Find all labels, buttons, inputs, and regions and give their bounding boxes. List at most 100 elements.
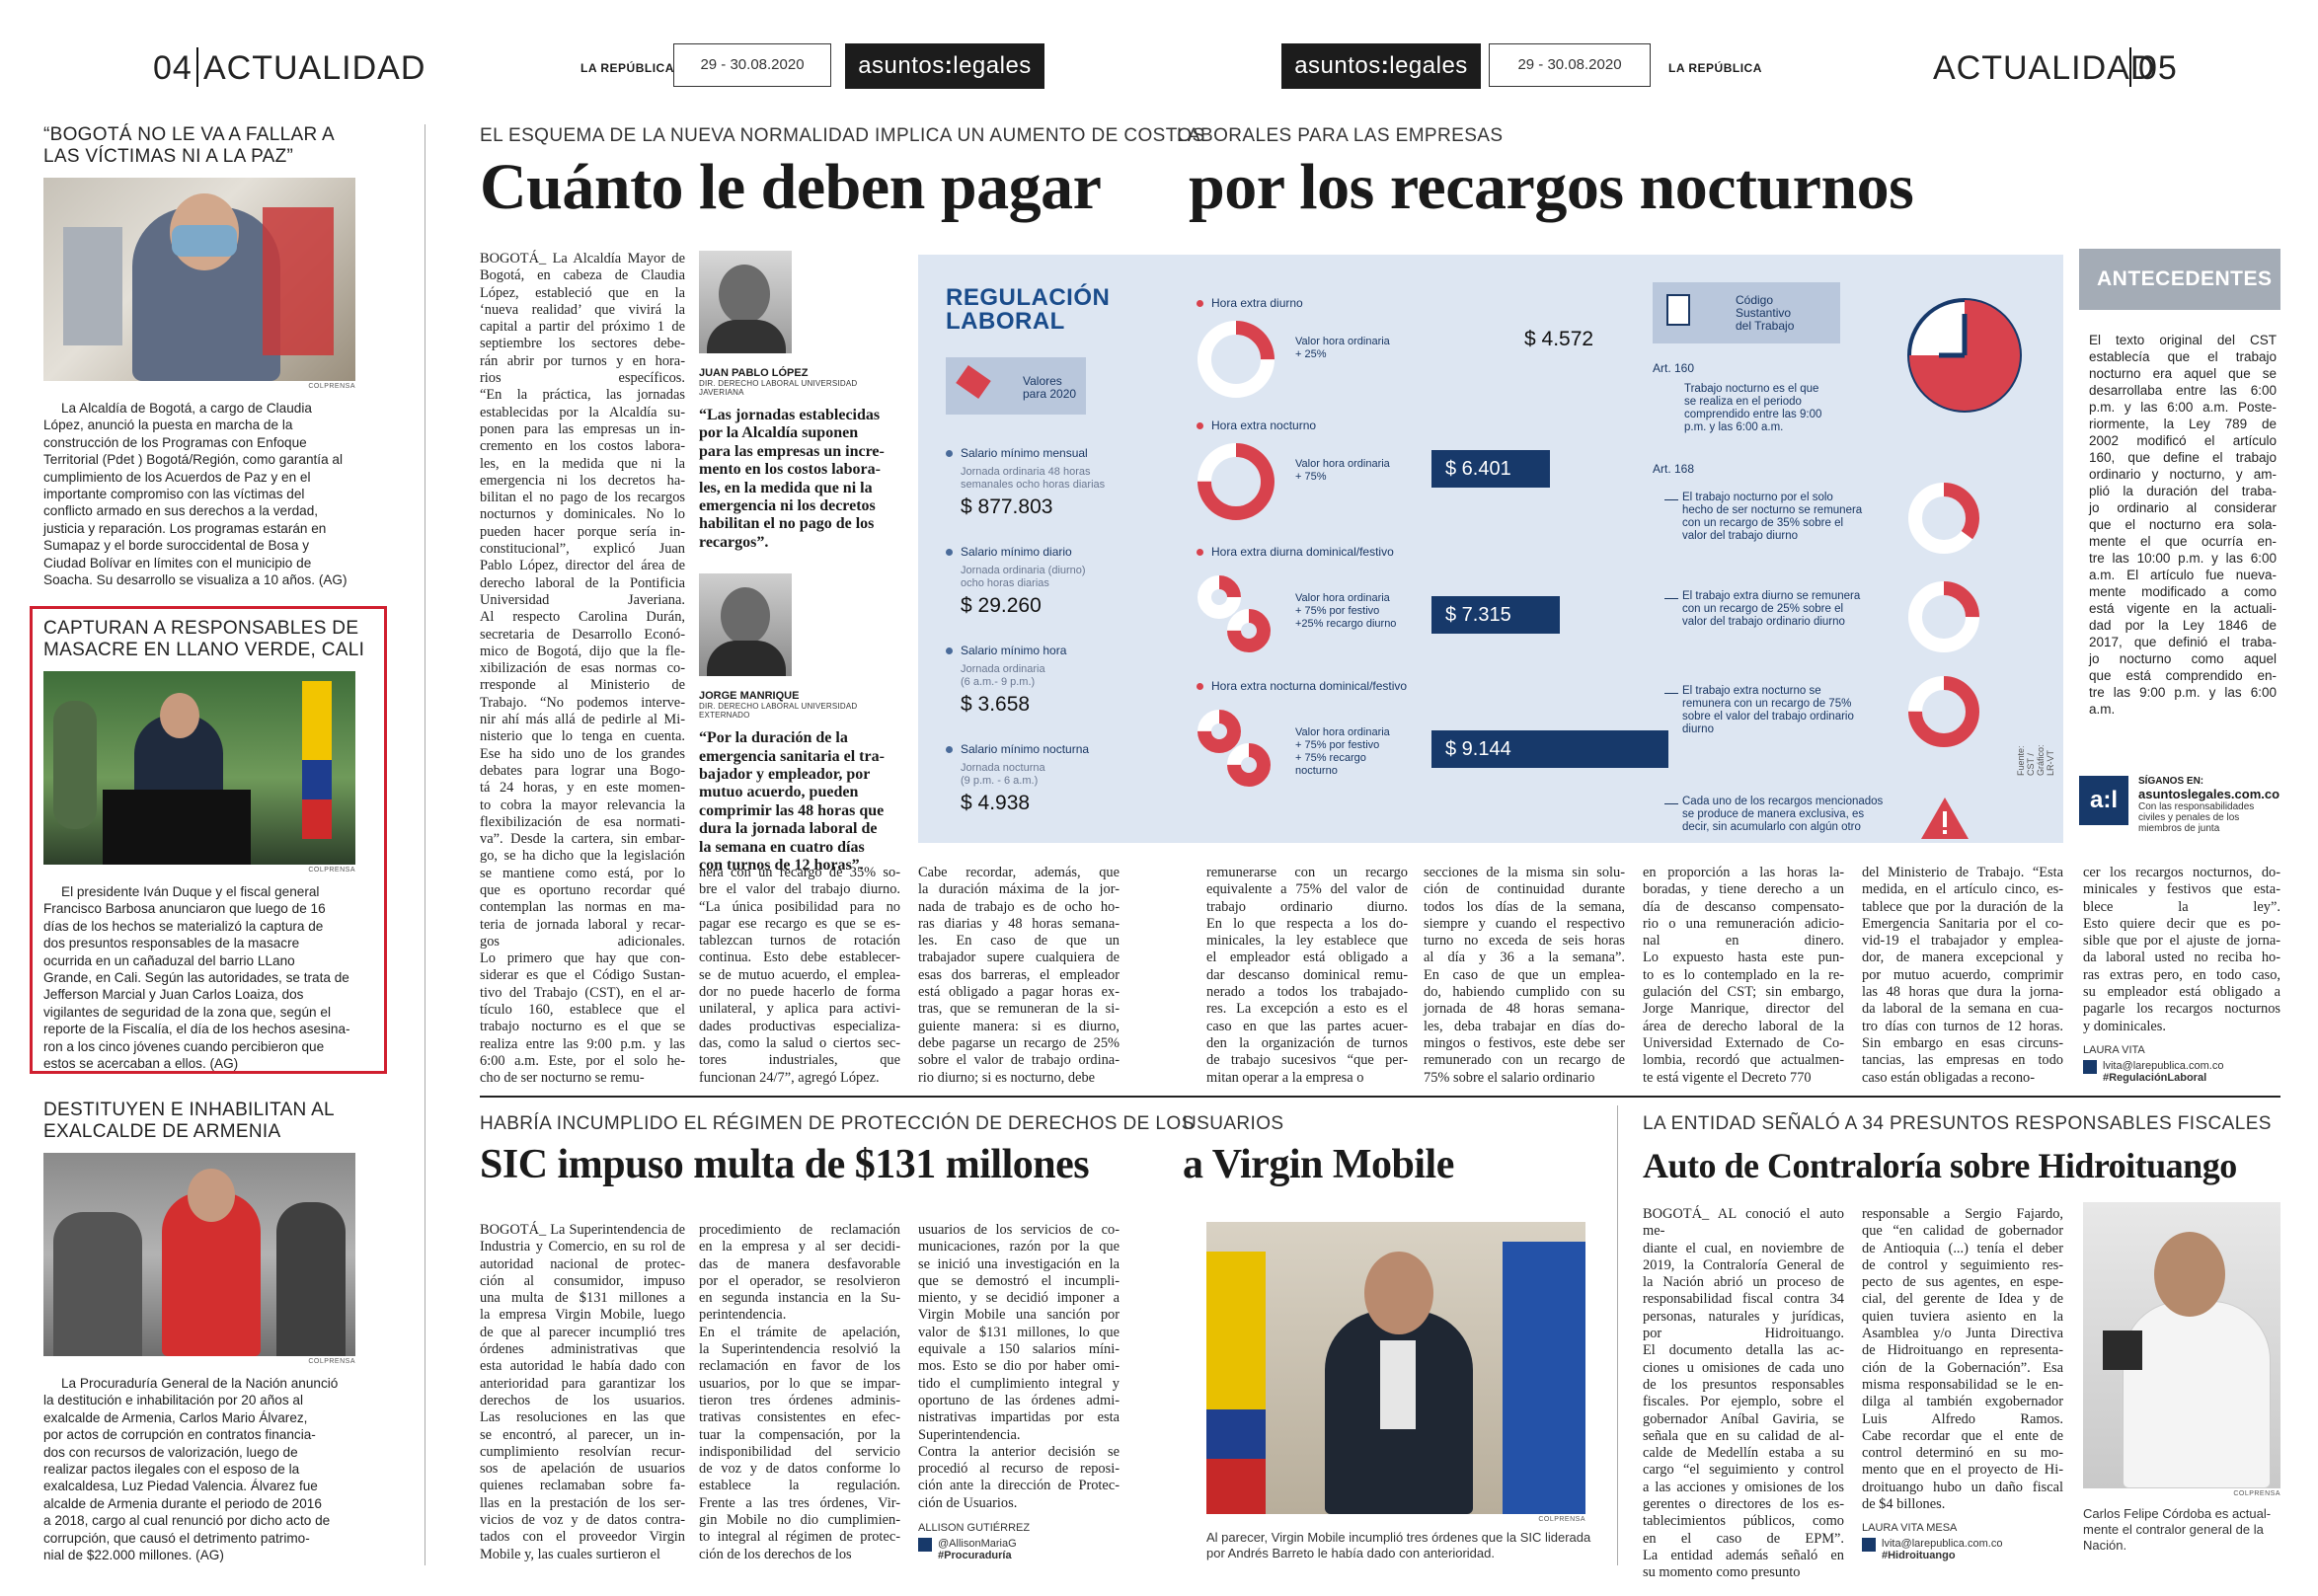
body-line: día de descanso compensato- (1643, 898, 1844, 915)
antecedentes-line: desarrollaba entre las 6:00 (2089, 383, 2277, 398)
body-line: mingos o festivos, este debe ser (1424, 1034, 1625, 1051)
body-line: Trabajo. “No podemos interve- (480, 694, 685, 711)
body-line: septiembre los sectores debe- (480, 336, 685, 352)
body-line: ras diarias y 48 horas semana- (918, 915, 1120, 932)
antecedentes-line: nocturno era aquel que se (2089, 366, 2277, 381)
bullet-icon (946, 745, 953, 753)
body-line: en proporción a las horas la- (1643, 865, 1844, 880)
body-line: se encontró, al parecer, un in- (480, 1426, 685, 1443)
body-line: fiscales. Por ejemplo, sobre el (1643, 1394, 1844, 1410)
body-line: trativas consistentes en efec- (699, 1409, 900, 1426)
donut-icon (1227, 743, 1271, 787)
body-line: responsable a Sergio Fajardo, (1862, 1206, 2063, 1222)
body-line: de Antioquia (...) tenía el deber (1862, 1240, 2063, 1256)
body-line: se de mutuo acuerdo, el emplea- (699, 966, 900, 983)
sic-body-col2: procedimiento de reclamación en la empres… (699, 1222, 900, 1563)
wage-label: Salario mínimo mensual (961, 446, 1088, 460)
body-line: establece la regulación. (699, 1478, 900, 1494)
body-line: autoridad nacional de protec- (480, 1255, 685, 1272)
antecedentes-line: plió la duración del traba- (2089, 484, 2277, 498)
body-line: perintendencia. (699, 1307, 787, 1324)
donut-icon (1198, 575, 1241, 619)
body-line: siempre y cuando el respectivo (1424, 915, 1625, 932)
body-line: les, deba trabajar en días do- (1424, 1018, 1625, 1034)
body-line: tuar la compensación, por la (699, 1426, 900, 1443)
body-line: Superintendencia. (918, 1426, 1021, 1443)
pull-quote: “Por la duración de la emergencia sanitar… (699, 729, 885, 874)
body-line: continua. Esto debe establecer- (699, 950, 900, 966)
bullet-icon (946, 548, 953, 556)
body-line: dor no puede hacerlo de forma (699, 984, 900, 1001)
wage-label: Salario mínimo diario (961, 545, 1072, 559)
body-line: de Hidroituango en representa- (1862, 1342, 2063, 1359)
body-line: el empleador está obligado a (1206, 950, 1408, 966)
sic-supertitle: HABRÍA INCUMPLIDO EL RÉGIMEN DE PROTECCI… (480, 1113, 1195, 1134)
overtime-item: Hora extra nocturno Valor hora ordinaria… (1197, 418, 1710, 520)
sic-body-col3: usuarios de los servicios de co-municaci… (918, 1222, 1120, 1512)
body-line: Asamblea y/o Junta Directiva (1862, 1326, 2063, 1342)
body-line: las 48 horas que dura la jorna- (1862, 984, 2063, 1001)
body-line: Universidad Externado de Co- (1643, 1034, 1844, 1051)
body-line: do, habiendo cumplido con su (1424, 984, 1625, 1001)
values-tag: Valores para 2020 (946, 357, 1086, 415)
body-line: se mantiene como está, por lo (480, 865, 685, 881)
body-line: va”. Desde la cartera, sin embar- (480, 831, 685, 848)
antecedentes-line: que el nocturno era sola- (2089, 517, 2277, 532)
body-line: caso en que las partes acuer- (1206, 1018, 1408, 1034)
body-line: cial, del gerente de Idea y de (1862, 1291, 2063, 1308)
body-line: en segunda instancia en la Su- (699, 1290, 900, 1307)
body-line: bilitan el no pago de los recargos (480, 490, 685, 506)
body-line: tido el cumplimiento integral y (918, 1375, 1120, 1392)
body-line: emergencia ni los decretos ha- (480, 472, 685, 489)
body-line: Frente a las tres órdenes, Vir- (699, 1494, 900, 1511)
body-line: Esto quiere decir que es po- (2083, 915, 2280, 932)
main-body-col4: remunerarse con un recargo equivalente a … (1206, 865, 1408, 1087)
brief-bogota: “BOGOTÁ NO LE VA A FALLAR A LAS VÍCTIMAS… (43, 124, 389, 588)
body-line: Pablo López, director del área de (480, 558, 685, 574)
main-body-col7: del Ministerio de Trabajo. “Esta medida, … (1862, 865, 2063, 1087)
body-line: “En la práctica, las jornadas (480, 387, 685, 404)
brief-cali: CAPTURAN A RESPONSABLES DE MASACRE EN LL… (43, 618, 379, 1072)
body-line: En caso de que un emplea- (1424, 966, 1625, 983)
twitter-icon (918, 1538, 932, 1552)
body-line: Mobile y, las cuales surtieron el (480, 1546, 660, 1562)
body-line: esas dos barreras, el empleador (918, 966, 1120, 983)
brief-text: El presidente Iván Duque y el fiscal gen… (43, 884, 350, 1072)
body-line: BOGOTÁ_ La Alcaldía Mayor de (480, 251, 685, 266)
donut-icon (1227, 609, 1271, 652)
date-box-left: 29 - 30.08.2020 (673, 43, 831, 87)
body-line: mento que en el proyecto de Hi- (1862, 1462, 2063, 1479)
body-line: ción al consumidor, impuso (480, 1272, 685, 1289)
value-bar: $ 6.401 (1431, 450, 1550, 488)
overtime-label: Hora extra nocturno (1211, 418, 1317, 432)
body-line: ciones u omisiones de cada uno (1643, 1359, 1844, 1376)
body-line: nistrativas impartidas por esta (918, 1409, 1120, 1426)
art-160-text: Trabajo nocturno es el que se realiza en … (1684, 383, 1822, 433)
left-section-title: ACTUALIDAD (203, 49, 426, 87)
antecedentes-line: mente el que ocurría en- (2089, 534, 2277, 549)
follow-block: SÍGANOS EN: asuntoslegales.com.co Con la… (2138, 776, 2280, 834)
body-line: tablezcan turnos de rotación (699, 933, 900, 950)
value-bar: $ 9.144 (1431, 730, 1668, 768)
article-text: El trabajo nocturno por el solo hecho de … (1682, 492, 1863, 542)
newspaper-logo-left: LA REPÚBLICA (580, 61, 674, 75)
body-line: cer los recargos nocturnos, do- (2083, 865, 2280, 880)
main-byline: LAURA VITA lvita@larepublica.com.co #Reg… (2083, 1044, 2224, 1084)
overtime-desc: +25% recargo diurno (1295, 618, 1397, 630)
body-line: órdenes administrativas que (480, 1341, 685, 1358)
antecedentes-line: dad por la Ley 1846 de (2089, 618, 2277, 633)
photo-credit: COLPRENSA (2233, 1490, 2280, 1497)
body-line: res. La excepción a esto es el (1206, 1001, 1408, 1018)
body-line: mos. Esto se dio por haber omi- (918, 1358, 1120, 1375)
body-line: 2019, la Contraloría General de (1643, 1256, 1844, 1273)
antecedentes-line: está vigente en la actuali- (2089, 601, 2277, 616)
sic-headline-left: SIC impuso multa de $131 millones (480, 1142, 1090, 1187)
body-line: que “en calidad de gobernador (1862, 1223, 2063, 1240)
body-line: por mutuo acuerdo, comprimir (1862, 966, 2063, 983)
body-line: nal en dinero. (1643, 933, 1844, 950)
body-line: llas en la prestación de los ser- (480, 1494, 685, 1511)
donut-icon (1908, 676, 1979, 747)
body-line: capital a partir del próximo 1 de (480, 319, 685, 336)
body-line: área de derecho laboral de la (1643, 1018, 1844, 1034)
bullet-icon (1197, 299, 1203, 307)
